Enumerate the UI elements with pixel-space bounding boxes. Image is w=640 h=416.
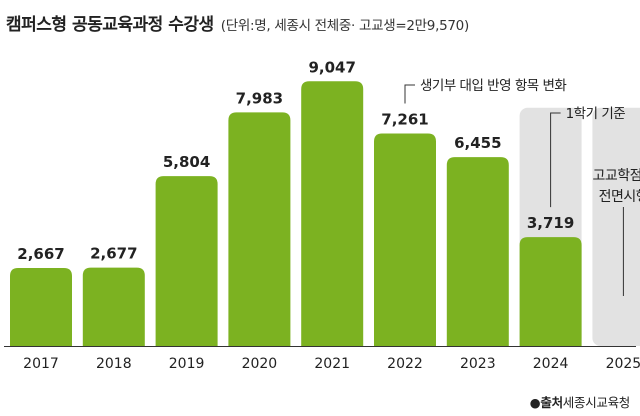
data-label-2020: 7,983 [236, 89, 283, 107]
bar-2018 [82, 267, 145, 346]
bar-2023 [446, 157, 509, 346]
annotation-2025-line-2: 전면시행 [599, 189, 640, 205]
bar-2017 [10, 267, 72, 346]
x-tick-label-2021: 2021 [314, 356, 350, 372]
chart-subtitle: (단위:명, 세종시 전체중· 고교생=2만9,570) [220, 18, 469, 34]
x-tick-label-2019: 2019 [169, 356, 205, 372]
x-tick-label-2023: 2023 [460, 356, 496, 372]
data-label-2017: 2,667 [17, 245, 64, 263]
source-label: 출처 [540, 395, 563, 410]
chart-title: 캠퍼스형 공동교육과정 수강생 [6, 15, 214, 35]
x-tick-label-2020: 2020 [242, 356, 278, 372]
placeholder-column-2025 [592, 107, 640, 346]
source-bullet: ● [529, 395, 541, 410]
x-tick-label-2018: 2018 [96, 356, 132, 372]
bar-2020 [228, 112, 291, 346]
data-label-2022: 7,261 [381, 111, 428, 129]
data-label-2019: 5,804 [163, 153, 210, 171]
data-label-2024: 3,719 [527, 214, 574, 232]
bar-2021 [301, 81, 364, 346]
x-tick-label-2017: 2017 [23, 356, 59, 372]
data-label-2023: 6,455 [454, 134, 501, 152]
annotation-leader-2022 [404, 84, 415, 104]
annotation-2022: 생기부 대입 반영 항목 변화 [420, 78, 566, 94]
annotation-2025-line-1: 고교학점제 [592, 168, 640, 184]
x-tick-label-2022: 2022 [387, 356, 423, 372]
annotation-leader-2024 [550, 112, 561, 208]
source-org: 세종시교육청 [562, 395, 631, 410]
bar-2019 [155, 176, 218, 346]
chart-title-block: 캠퍼스형 공동교육과정 수강생 (단위:명, 세종시 전체중· 고교생=2만9,… [6, 10, 469, 35]
data-label-2018: 2,677 [90, 245, 137, 263]
source-note: ●출처세종시교육청 [529, 392, 631, 411]
bar-2024 [519, 237, 582, 346]
x-tick-label-2024: 2024 [533, 356, 569, 372]
data-label-2021: 9,047 [308, 58, 355, 76]
x-tick-label-2025: 2025 [606, 356, 640, 372]
bar-2022 [374, 133, 436, 346]
annotation-2024: 1학기 기준 [566, 106, 626, 122]
